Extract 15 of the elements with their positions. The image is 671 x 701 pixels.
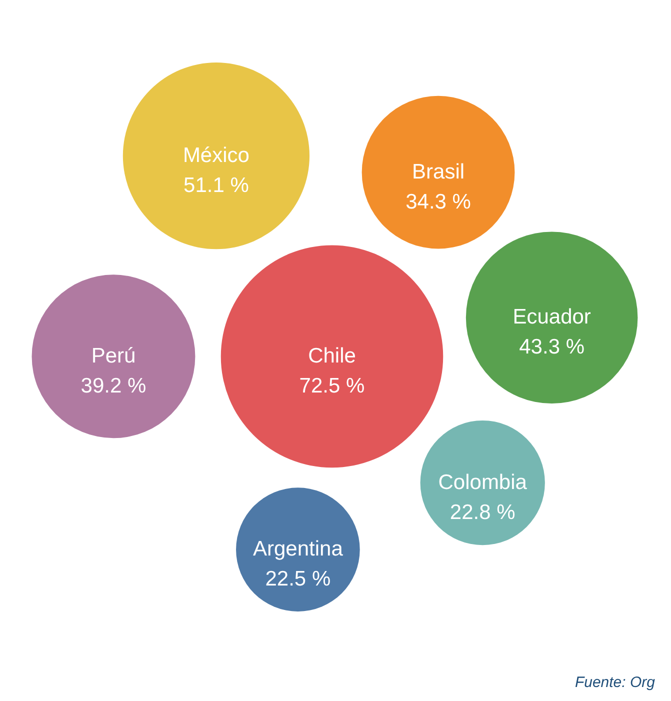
category-label: Perú: [91, 344, 136, 368]
category-label: Ecuador: [512, 306, 591, 329]
data-label: 34.3 %: [406, 190, 471, 214]
data-label: 43.3 %: [519, 336, 585, 359]
category-label: Chile: [308, 344, 356, 368]
category-label: Colombia: [438, 470, 528, 494]
data-label: 22.8 %: [450, 500, 516, 524]
category-label: Brasil: [412, 160, 465, 184]
data-label: 51.1 %: [184, 174, 249, 197]
category-label: Argentina: [252, 538, 344, 561]
data-label: 22.5 %: [265, 568, 331, 591]
data-label: 72.5 %: [299, 374, 365, 398]
category-label: México: [182, 144, 250, 167]
data-label: 39.2 %: [80, 374, 146, 398]
source-note: Fuente: Org: [574, 674, 656, 691]
